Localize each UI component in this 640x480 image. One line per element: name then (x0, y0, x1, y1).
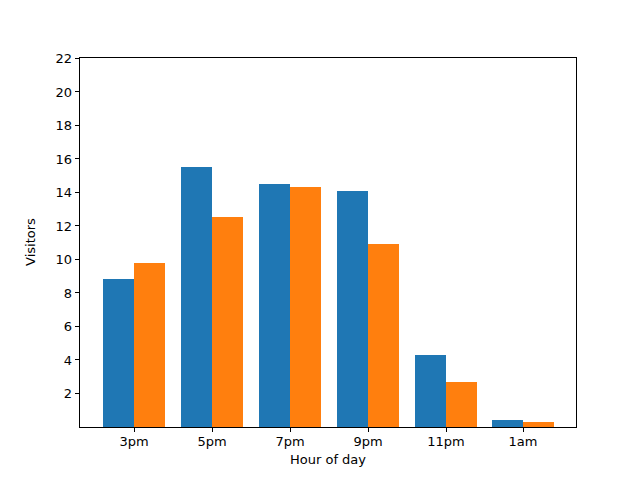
y-tick-label-18: 18 (55, 119, 72, 132)
y-tick-mark-22 (75, 58, 79, 59)
x-tick-mark-11pm (446, 428, 447, 432)
y-tick-label-20: 20 (55, 85, 72, 98)
x-tick-label-5pm: 5pm (197, 435, 226, 448)
bar-5pm-series-2 (212, 217, 243, 427)
y-tick-label-12: 12 (55, 219, 72, 232)
x-tick-label-3pm: 3pm (119, 435, 148, 448)
y-tick-mark-6 (75, 326, 79, 327)
x-tick-label-11pm: 11pm (427, 435, 464, 448)
y-tick-label-14: 14 (55, 186, 72, 199)
y-tick-label-8: 8 (64, 286, 72, 299)
x-tick-label-1am: 1am (509, 435, 538, 448)
y-tick-label-4: 4 (64, 353, 72, 366)
bar-1am-series-2 (523, 422, 554, 427)
y-tick-label-6: 6 (64, 320, 72, 333)
bar-3pm-series-2 (134, 263, 165, 427)
y-tick-mark-20 (75, 91, 79, 92)
bar-5pm-series-1 (181, 167, 212, 427)
bar-1am-series-1 (492, 420, 523, 427)
y-tick-label-10: 10 (55, 253, 72, 266)
y-tick-mark-10 (75, 259, 79, 260)
y-tick-mark-18 (75, 125, 79, 126)
x-tick-label-9pm: 9pm (353, 435, 382, 448)
x-tick-mark-3pm (134, 428, 135, 432)
y-tick-mark-4 (75, 359, 79, 360)
y-axis-label: Visitors (23, 218, 38, 266)
bar-7pm-series-1 (259, 184, 290, 427)
bar-11pm-series-1 (415, 355, 446, 427)
x-tick-mark-9pm (368, 428, 369, 432)
y-tick-mark-16 (75, 158, 79, 159)
bar-9pm-series-1 (337, 191, 368, 427)
bar-9pm-series-2 (368, 244, 399, 427)
y-tick-mark-2 (75, 393, 79, 394)
y-tick-label-22: 22 (55, 52, 72, 65)
y-tick-mark-14 (75, 192, 79, 193)
figure-canvas: Visitors Hour of day 2468101214161820223… (0, 0, 640, 480)
y-tick-label-16: 16 (55, 152, 72, 165)
x-tick-label-7pm: 7pm (275, 435, 304, 448)
bar-11pm-series-2 (446, 382, 477, 427)
x-tick-mark-5pm (212, 428, 213, 432)
plot-area: 2468101214161820223pm5pm7pm9pm11pm1am (80, 58, 576, 427)
x-axis-label: Hour of day (290, 452, 366, 467)
y-tick-mark-8 (75, 292, 79, 293)
bar-3pm-series-1 (103, 279, 134, 427)
y-tick-label-2: 2 (64, 387, 72, 400)
bar-7pm-series-2 (290, 187, 321, 427)
y-tick-mark-12 (75, 225, 79, 226)
x-tick-mark-7pm (290, 428, 291, 432)
x-tick-mark-1am (523, 428, 524, 432)
